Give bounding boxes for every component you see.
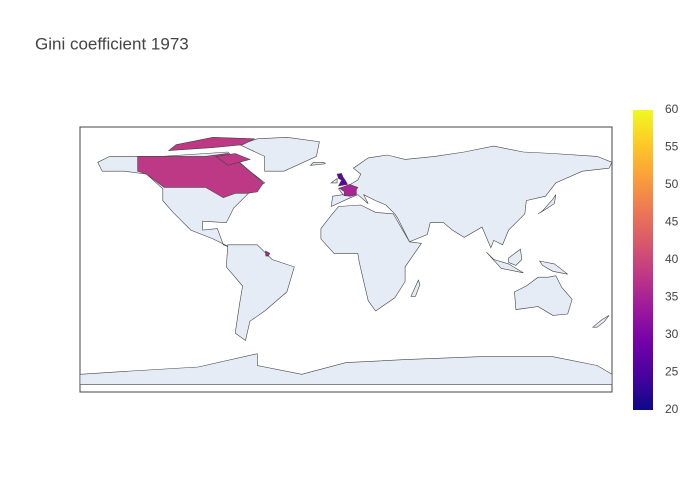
land: [79, 136, 613, 385]
land: [225, 244, 295, 342]
colorbar-tick-label: 30: [665, 327, 679, 341]
colorbar-tick-label: 25: [665, 365, 679, 379]
land: [538, 260, 568, 275]
land: [537, 194, 557, 215]
colorbar-tick-label: 20: [665, 402, 679, 416]
colorbar: [633, 110, 653, 410]
land: [410, 279, 421, 297]
land: [238, 136, 320, 172]
region: [167, 136, 255, 151]
land: [508, 248, 523, 266]
land: [320, 204, 422, 312]
land: [486, 251, 524, 274]
regions: [137, 136, 359, 257]
region: [137, 153, 264, 199]
chart-title: Gini coefficient 1973: [35, 34, 189, 53]
colorbar-tick-label: 40: [665, 252, 679, 266]
region: [265, 250, 271, 257]
land: [309, 162, 326, 166]
land: [79, 353, 613, 385]
land: [514, 275, 573, 316]
colorbar-tick-label: 55: [665, 140, 679, 154]
colorbar-tick-label: 50: [665, 177, 679, 191]
region: [336, 173, 348, 187]
land: [330, 145, 613, 249]
land: [330, 177, 338, 184]
region: [215, 153, 251, 166]
region: [338, 184, 359, 197]
colorbar-tick-label: 35: [665, 290, 679, 304]
colorbar-tick-label: 60: [665, 102, 679, 116]
colorbar-tick-label: 45: [665, 215, 679, 229]
land: [591, 315, 610, 328]
